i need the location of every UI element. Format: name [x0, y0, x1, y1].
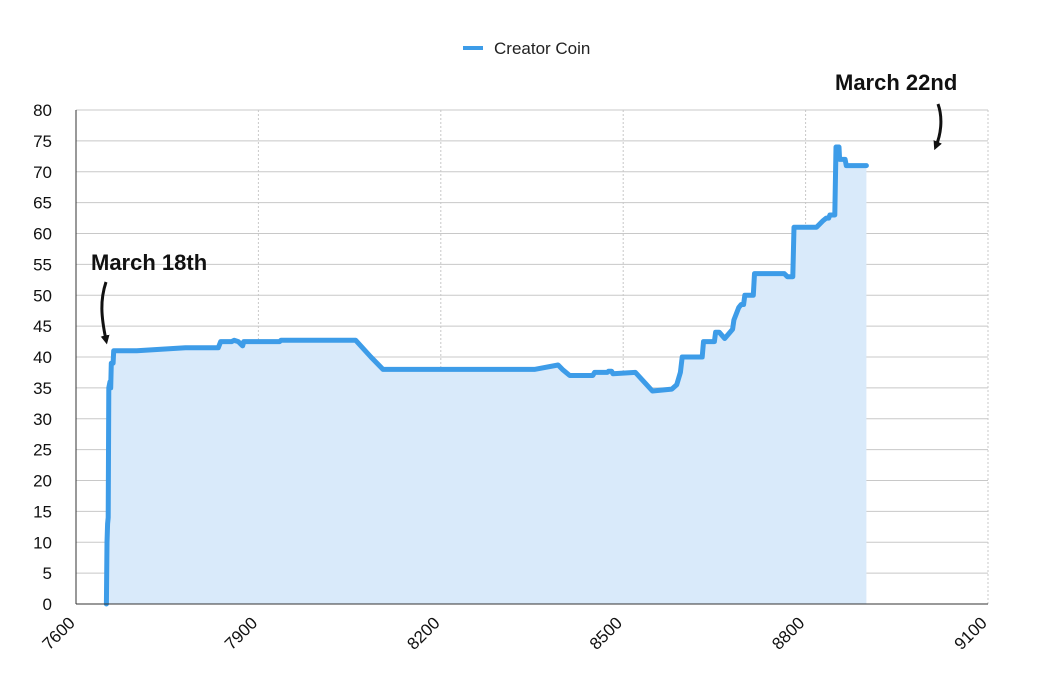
y-tick-label: 5: [43, 564, 52, 583]
x-tick-label: 7900: [221, 613, 261, 653]
y-tick-label: 75: [33, 132, 52, 151]
y-tick-label: 50: [33, 286, 52, 305]
series-line-creator-coin: [103, 144, 869, 607]
y-tick-label: 65: [33, 194, 52, 213]
y-tick-label: 80: [33, 101, 52, 120]
x-tick-label: 8800: [768, 613, 808, 653]
x-tick-label: 8200: [403, 613, 443, 653]
annotation-arrow-march-22nd: [933, 103, 943, 151]
y-tick-label: 45: [33, 317, 52, 336]
y-tick-label: 70: [33, 163, 52, 182]
annotation-march-22nd: March 22nd: [835, 70, 957, 95]
y-tick-label: 40: [33, 348, 52, 367]
y-axis-ticks: 0 5 10 15 20 25 30 35 40 45 50 55 60 65 70 75 80: [33, 101, 52, 614]
x-tick-label: 7600: [39, 613, 79, 653]
annotations: March 18th March 22nd: [91, 70, 957, 345]
y-tick-label: 0: [43, 595, 52, 614]
x-tick-label: 8500: [586, 613, 626, 653]
y-tick-label: 25: [33, 441, 52, 460]
y-tick-label: 10: [33, 533, 52, 552]
x-tick-label: 9100: [951, 613, 991, 653]
axes: [75, 110, 988, 605]
y-tick-label: 20: [33, 472, 52, 491]
annotation-march-18th: March 18th: [91, 250, 207, 275]
y-tick-label: 30: [33, 410, 52, 429]
series-area-creator-coin: [106, 147, 867, 604]
y-tick-label: 15: [33, 502, 52, 521]
legend-label-creator-coin: Creator Coin: [494, 39, 590, 58]
y-tick-label: 55: [33, 255, 52, 274]
annotation-arrow-march-18th: [100, 281, 110, 345]
legend: Creator Coin: [463, 39, 590, 58]
x-axis-ticks: 7600 7900 8200 8500 8800 9100: [39, 613, 991, 653]
y-tick-label: 35: [33, 379, 52, 398]
y-tick-label: 60: [33, 225, 52, 244]
